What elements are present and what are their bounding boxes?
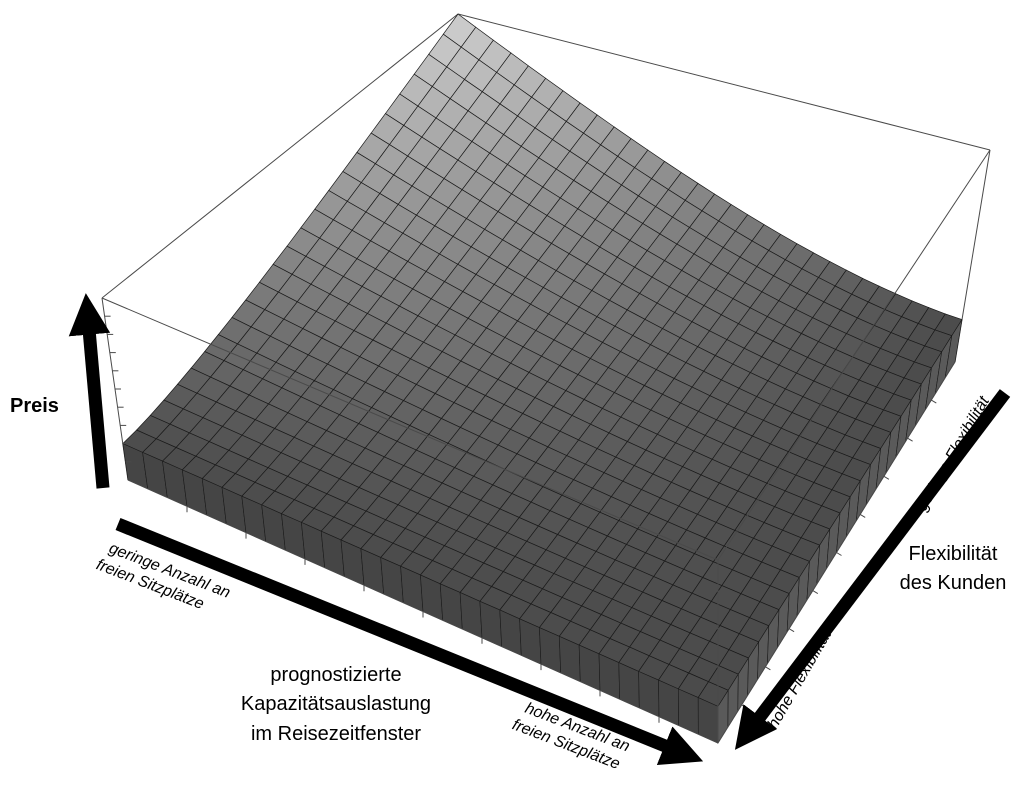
x-axis-arrow [115, 517, 704, 766]
tick-mark [859, 513, 866, 518]
box-edge [101, 13, 459, 299]
box-edge [101, 297, 719, 561]
box-edge [717, 149, 991, 561]
tick-mark [812, 590, 819, 595]
tick-mark [836, 552, 842, 556]
y-axis-label-line-2: des Kunden [900, 572, 1007, 594]
z-axis-label: Preis [10, 395, 59, 417]
x-axis-label-line-1: prognostizierte [270, 664, 401, 686]
x-axis-label-line-3: im Reisezeitfenster [251, 723, 421, 745]
y-axis-arrow [734, 389, 1011, 750]
y-axis-low-caption: geringe Flexibilität [914, 393, 993, 514]
y-axis-label-line-1: Flexibilität [909, 543, 998, 565]
box-edge [457, 13, 991, 151]
surface-mesh [122, 13, 963, 707]
tick-mark [788, 628, 795, 633]
x-axis-label-line-2: Kapazitätsauslastung [241, 693, 431, 715]
tick-mark [931, 399, 937, 404]
tick-mark [883, 475, 890, 480]
tick-mark [765, 666, 771, 671]
tick-mark [907, 437, 913, 442]
z-axis-arrow [68, 293, 111, 489]
tick-mark [741, 704, 747, 709]
